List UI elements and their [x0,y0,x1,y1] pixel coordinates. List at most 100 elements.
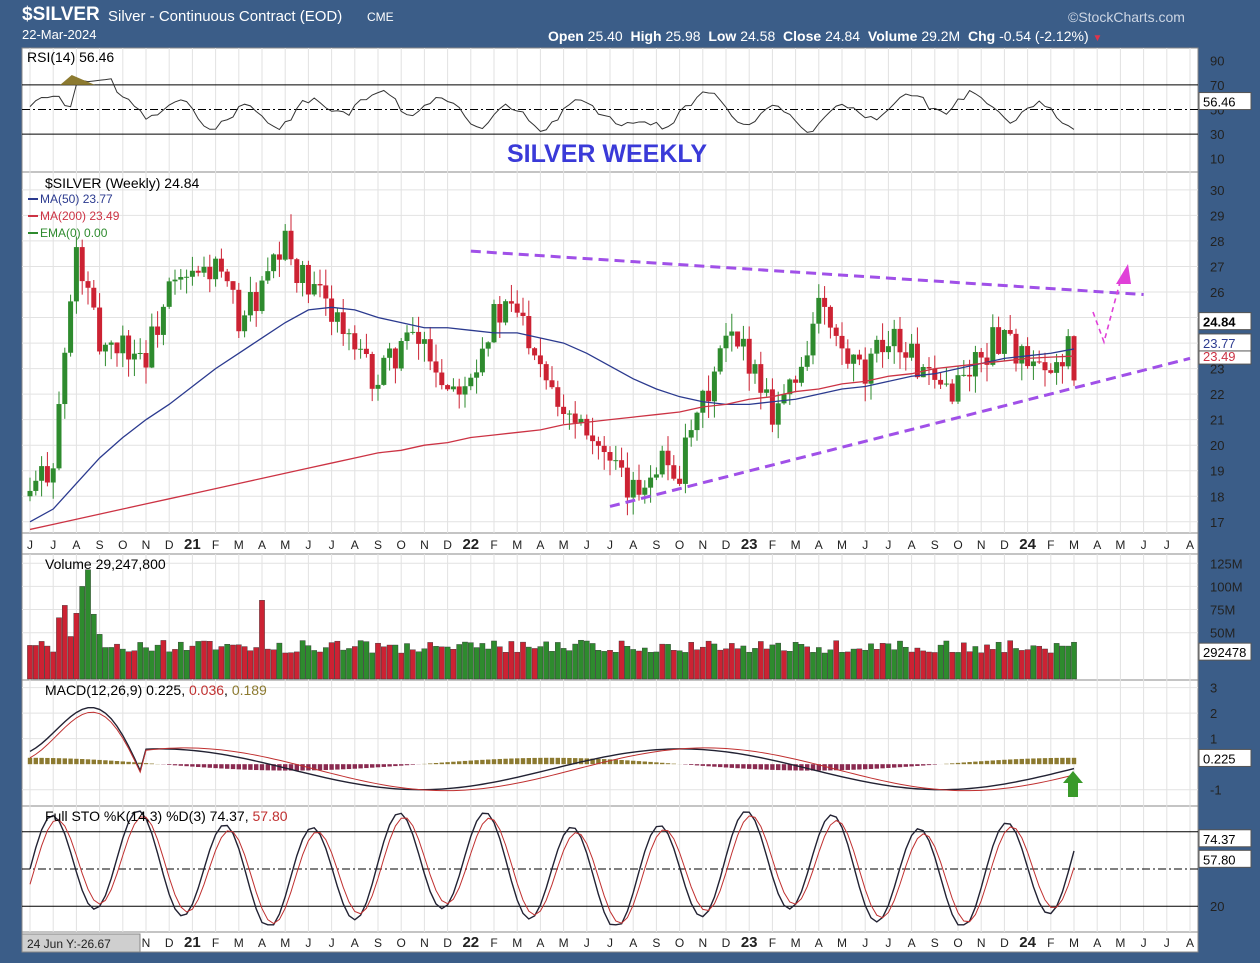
price-candle [271,254,277,272]
price-candle [914,343,920,378]
macd-histogram-bar [114,761,120,765]
silver-weekly-annotation: SILVER WEEKLY [507,140,707,168]
macd-histogram-bar [352,764,357,769]
volume-bar [148,650,155,680]
green-up-arrow-icon [1063,771,1083,797]
price-candle [97,307,103,352]
month-label: A [908,538,916,552]
bottom-month-label: A [815,936,823,950]
macd-histogram-bar [445,762,450,765]
price-candle [752,364,758,374]
volume-bar [44,645,51,680]
volume-bar [688,642,694,680]
macd-histogram-bar [776,764,781,771]
price-candle [68,301,74,353]
month-label: J [1164,538,1170,552]
macd-histogram-bar [660,762,665,765]
month-label: A [258,538,266,552]
price-candle [450,386,456,390]
month-label: M [234,538,244,552]
bottom-month-label: A [908,936,916,950]
volume-bar [90,613,97,680]
bottom-month-label: F [769,936,776,950]
macd-histogram-bar [201,764,207,768]
price-candle [775,403,781,425]
bottom-month-label: N [698,936,707,950]
projection-arrow [1092,264,1131,345]
sto-k-right-label-box [1198,829,1252,848]
macd-histogram-bar [561,757,566,765]
macd-histogram-bar [91,759,96,765]
macd-histogram-bar [399,764,404,766]
macd-histogram-bar [880,764,885,769]
volume-bar [96,634,103,680]
volume-bar [833,640,839,680]
price-candle [149,326,155,368]
month-label: J [1141,538,1147,552]
volume-bar [317,651,323,680]
volume-bar [1065,645,1071,680]
price-tick-label: 18 [1210,489,1224,504]
price-tick-label: 23 [1210,362,1224,377]
price-candle [456,386,462,395]
macd-histogram-bar [532,757,537,765]
macd-histogram-bar [149,763,154,765]
bottom-month-label: M [1115,936,1125,950]
price-candle [276,254,282,260]
price-candle [648,477,654,488]
price-candle [584,418,590,436]
price-candle [352,333,358,350]
volume-bar [67,636,74,680]
volume-bar [160,640,167,680]
volume-bar [473,647,480,680]
volume-bar [468,642,474,680]
exchange-label: CME [367,10,394,24]
volume-bar [949,651,955,680]
volume-bar [676,650,683,680]
ma200-right-label: 23.49 [1203,349,1236,364]
macd-histogram-bar [665,763,671,765]
month-label: A [1093,538,1101,552]
volume-bar [433,646,439,680]
macd-right-label-box [1198,748,1252,767]
price-tick-label: 27 [1210,259,1224,274]
rsi-line [29,78,1075,133]
volume-bar [682,652,689,680]
macd-histogram-bar [903,764,908,767]
price-candle [468,377,474,387]
price-candle [891,328,897,347]
volume-bar [984,644,990,680]
price-candle [294,259,300,283]
volume-bar [821,652,828,680]
volume-bar [241,646,248,680]
macd-histogram-bar [863,764,868,770]
bottom-month-label: 23 [741,934,758,951]
volume-bar [259,600,265,680]
macd-histogram-bar [219,764,224,769]
volume-bar [752,648,758,680]
bottom-month-label: O [675,936,684,950]
price-candle [537,355,543,365]
price-tick-label: 30 [1210,183,1224,198]
price-candle [131,353,137,360]
price-candle [526,316,532,349]
volume-bar [1053,643,1060,680]
macd-histogram-bar [845,764,850,770]
macd-histogram-bar [1048,757,1053,765]
volume-bar [50,651,56,680]
macd-histogram-bar [486,759,491,765]
price-candle [711,371,717,402]
macd-histogram-bar [120,761,125,765]
macd-line [29,706,1075,791]
price-candle [735,331,741,347]
month-label: S [931,538,939,552]
volume-bar [723,648,729,680]
close-right-label: 24.84 [1203,315,1236,330]
volume-bar [137,642,144,680]
macd-histogram-bar [1013,759,1019,765]
volume-bar [375,642,381,680]
price-tick-label: 21 [1210,413,1224,428]
price-candle [665,450,671,466]
volume-bar [804,646,810,680]
